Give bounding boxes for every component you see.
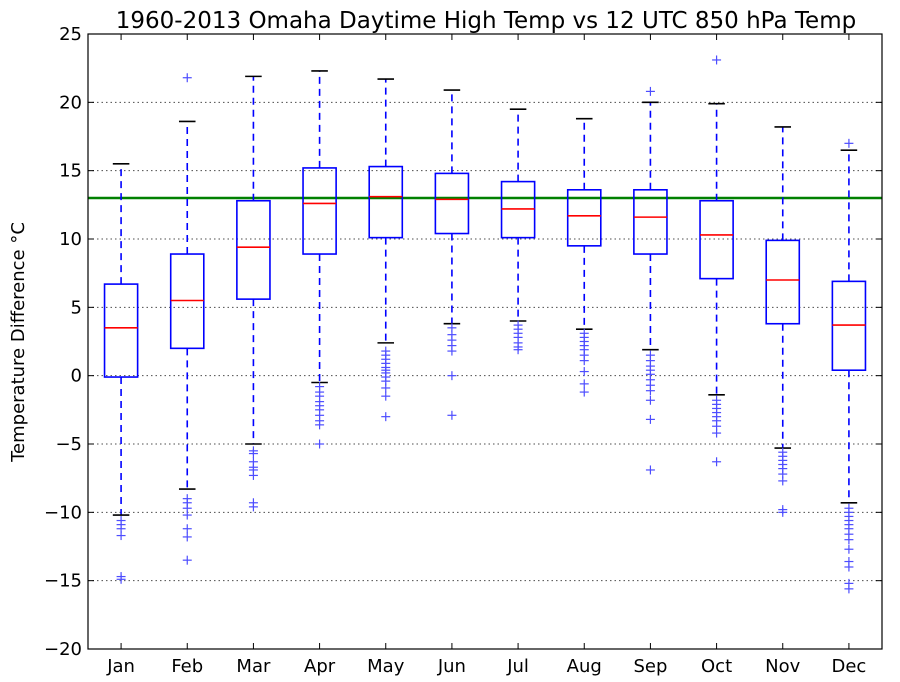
grid-lines <box>88 101 882 582</box>
flier-point <box>182 510 192 520</box>
x-tick-label: Dec <box>831 656 866 677</box>
iqr-box <box>302 167 337 255</box>
iqr-box <box>699 199 734 280</box>
x-tick-label: Apr <box>304 656 336 677</box>
x-tick-label: Sep <box>633 656 667 677</box>
box-aug <box>566 117 602 397</box>
box-feb <box>169 73 205 565</box>
box-jul <box>500 108 536 355</box>
flier-point <box>579 367 589 377</box>
x-tick-label: Feb <box>171 656 203 677</box>
chart-title: 1960-2013 Omaha Daytime High Temp vs 12 … <box>116 8 856 34</box>
box-may <box>368 78 404 422</box>
flier-point <box>844 544 854 554</box>
flier-point <box>579 379 589 389</box>
flier-point <box>712 428 722 438</box>
flier-point <box>844 584 854 594</box>
box-nov <box>765 126 801 517</box>
y-tick-label: 0 <box>71 366 82 387</box>
flier-point <box>712 55 722 65</box>
flier-point <box>579 356 589 366</box>
flier-point <box>712 457 722 467</box>
y-axis-ticks: −20 −15 −10 −5 0 5 10 15 20 25 <box>44 24 882 660</box>
y-tick-label: 10 <box>59 229 82 250</box>
flier-point <box>182 555 192 565</box>
y-tick-label: 25 <box>59 24 82 45</box>
iqr-box <box>368 165 404 239</box>
flier-point <box>778 507 788 517</box>
plot-frame <box>87 33 883 650</box>
flier-point <box>315 420 325 430</box>
box-sep <box>633 86 668 475</box>
flier-point <box>844 535 854 545</box>
box-oct <box>699 55 734 467</box>
y-tick-label: −5 <box>55 434 82 455</box>
flier-point <box>579 387 589 397</box>
y-axis-label: Temperature Difference °C <box>8 222 29 463</box>
x-tick-label: Mar <box>236 656 271 677</box>
flier-point <box>844 562 854 572</box>
flier-point <box>182 532 192 542</box>
iqr-box <box>434 172 470 235</box>
x-tick-label: Jun <box>437 656 466 677</box>
y-tick-label: 15 <box>59 161 82 182</box>
flier-point <box>182 524 192 534</box>
flier-point <box>381 412 391 422</box>
iqr-box <box>103 283 139 378</box>
boxes-layer <box>103 55 867 594</box>
iqr-box <box>765 239 801 325</box>
flier-point <box>315 439 325 449</box>
y-tick-label: −15 <box>44 571 82 592</box>
flier-point <box>447 410 457 420</box>
flier-point <box>844 138 854 148</box>
iqr-box <box>633 189 668 255</box>
x-tick-label: Oct <box>701 656 732 677</box>
x-tick-label: May <box>367 656 405 677</box>
flier-point <box>645 386 655 396</box>
flier-point <box>645 395 655 405</box>
flier-point <box>645 86 655 96</box>
box-dec <box>831 138 867 594</box>
flier-point <box>182 73 192 83</box>
x-axis-ticks: Jan Feb Mar Apr May Jun Jul Aug Sep Oct Nov Dec <box>106 34 866 677</box>
flier-point <box>513 345 523 355</box>
box-jun <box>434 89 470 420</box>
flier-point <box>381 391 391 401</box>
flier-point <box>447 346 457 356</box>
box-mar <box>236 75 271 512</box>
flier-point <box>116 574 126 584</box>
axes-frame <box>87 33 883 650</box>
x-tick-label: Jan <box>106 656 135 677</box>
box-jan <box>103 163 139 584</box>
iqr-box <box>566 189 602 247</box>
y-tick-label: 5 <box>71 297 82 318</box>
flier-point <box>248 449 258 459</box>
flier-point <box>645 465 655 475</box>
flier-point <box>381 383 391 393</box>
y-tick-label: −20 <box>44 639 82 660</box>
x-tick-label: Aug <box>567 656 602 677</box>
y-tick-label: −10 <box>44 502 82 523</box>
flier-point <box>248 502 258 512</box>
flier-point <box>778 476 788 486</box>
flier-point <box>248 470 258 480</box>
box-apr <box>302 70 337 449</box>
y-tick-label: 20 <box>59 92 82 113</box>
flier-point <box>447 371 457 381</box>
flier-point <box>645 414 655 424</box>
x-tick-label: Jul <box>506 656 529 677</box>
x-tick-label: Nov <box>765 656 800 677</box>
iqr-box <box>236 199 271 300</box>
flier-point <box>116 531 126 541</box>
